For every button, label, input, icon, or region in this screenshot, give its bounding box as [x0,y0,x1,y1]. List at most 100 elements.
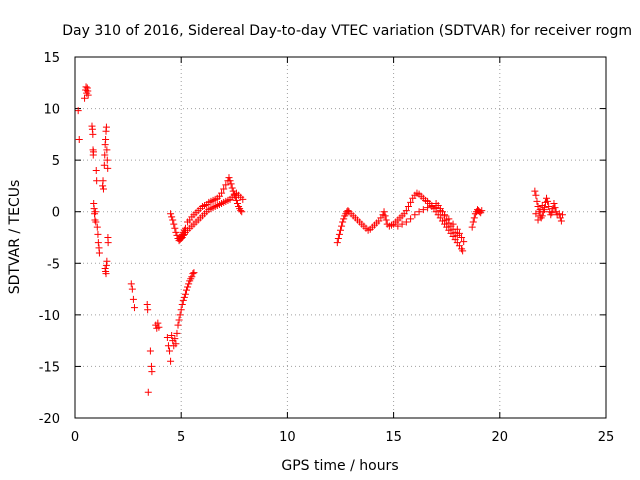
data-point [228,184,236,192]
data-point [407,215,415,223]
y-tick-label: -10 [39,309,60,324]
data-point [555,210,563,218]
data-point [411,211,419,219]
data-point [103,257,111,265]
data-point [129,295,137,303]
data-point [438,208,446,216]
data-point [175,316,183,324]
data-point [441,212,449,220]
data-point [333,239,341,247]
data-point [176,311,184,319]
data-point [227,180,235,188]
data-point [168,213,176,221]
data-point [95,249,103,257]
data-point [89,130,97,138]
data-point [239,195,247,203]
data-point [419,206,427,214]
y-tick-labels: -20 -15 -10 -5 0 5 10 15 [39,51,60,427]
grid-lines [75,57,606,418]
data-point [540,206,548,214]
data-point [532,210,540,218]
data-point [551,204,559,212]
data-point [103,156,111,164]
data-point [92,218,100,226]
data-point [84,91,92,99]
data-point [82,83,90,91]
data-point [93,177,101,185]
data-point [402,207,410,215]
x-tick-label: 25 [598,430,615,445]
data-point [558,211,566,219]
data-point [381,212,389,220]
data-point [167,210,175,218]
data-point [102,270,110,278]
data-point [154,319,162,327]
data-point [181,290,189,298]
data-point [424,204,432,212]
data-point [81,94,89,102]
x-tick-label: 0 [71,430,79,445]
data-point [382,216,390,224]
data-point [398,220,406,228]
y-tick-label: 0 [52,206,60,221]
data-point [99,177,107,185]
data-point [102,123,110,131]
plot-frame [74,56,607,419]
data-point [166,347,174,355]
data-point [170,220,178,228]
data-point [468,223,476,231]
data-point [394,222,402,230]
data-point [174,321,182,329]
data-point [103,146,111,154]
data-point [144,388,152,396]
data-point [173,231,181,239]
y-axis-title: SDTVAR / TECUs [7,180,23,295]
data-point [404,203,412,211]
x-tick-label: 10 [279,430,296,445]
data-point [335,230,343,238]
data-point [225,174,233,182]
data-point [533,197,541,205]
data-point [218,189,226,197]
data-point [226,177,234,185]
data-point [222,181,230,189]
x-tick-label: 15 [385,430,402,445]
data-point [148,368,156,376]
data-point [340,215,348,223]
data-point [99,185,107,193]
data-point [337,226,344,234]
y-tick-label: 5 [52,154,60,169]
data-point [380,208,388,216]
data-point [127,280,135,288]
data-point [190,269,198,277]
data-point [453,231,461,239]
data-point [460,238,468,246]
data-point [100,161,108,169]
x-tick-label: 5 [177,430,185,445]
data-point [102,136,110,144]
data-point [94,230,102,238]
data-point [89,148,97,156]
data-point [339,218,347,226]
data-point [104,239,112,247]
y-tick-label: 15 [43,51,60,66]
data-point [171,335,179,343]
data-point [545,203,553,211]
data-point [179,296,187,304]
data-point [478,207,486,215]
data-point [233,199,241,207]
data-point [180,293,188,301]
data-point [543,194,551,202]
data-point [232,196,240,204]
data-point [531,187,539,195]
data-point [93,223,101,231]
data-point [532,191,540,199]
data-point [101,151,109,159]
data-point [178,301,186,309]
y-tick-label: -15 [39,360,60,375]
data-point [75,136,83,144]
data-point [167,357,175,365]
data-point [407,198,415,206]
x-axis-title: GPS time / hours [281,458,398,474]
